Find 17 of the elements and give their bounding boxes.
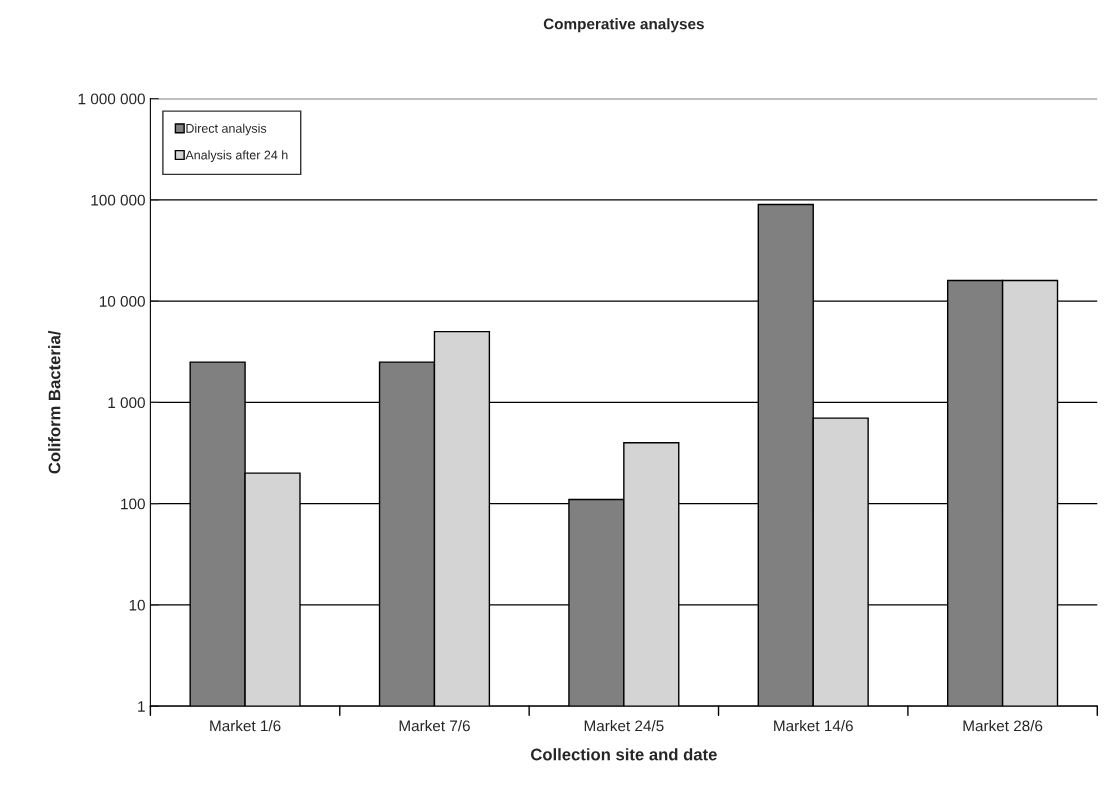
x-tick-label: Market 7/6 — [399, 720, 470, 732]
y-tick-label: 100 000 — [91, 194, 145, 206]
y-tick-label: 10 000 — [99, 296, 145, 307]
y-tick-label: 100 — [121, 498, 145, 510]
y-tick-label: 1 — [138, 701, 145, 712]
y-axis-title: Coliform Bacteria/ — [48, 330, 61, 474]
legend-label: Direct analysis — [186, 123, 267, 136]
x-tick-label: Market 24/5 — [584, 720, 664, 732]
y-tick-label: 1 000 000 — [78, 93, 145, 105]
x-tick-label: Market 1/6 — [210, 720, 281, 732]
y-tick-label: 10 — [129, 599, 145, 611]
x-tick-label: Market 28/6 — [963, 720, 1043, 732]
chart-title: Comperative analyses — [543, 18, 704, 33]
x-axis-title: Collection site and date — [531, 748, 717, 761]
y-tick-label: 1 000 — [108, 397, 145, 409]
legend-label: Analysis after 24 h — [185, 150, 288, 162]
x-tick-label: Market 14/6 — [774, 720, 853, 732]
